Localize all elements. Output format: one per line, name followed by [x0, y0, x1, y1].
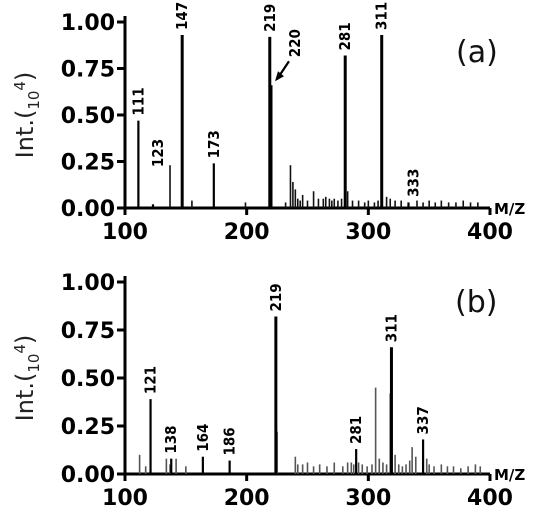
y-tick-label: 0.75: [61, 319, 115, 344]
peak-label-311: 311: [382, 314, 400, 342]
peak-label-186: 186: [221, 427, 239, 455]
y-tick-label: 0.75: [61, 58, 115, 83]
y-tick-label: 1.00: [61, 11, 115, 36]
y-tick-label: 1.00: [61, 271, 115, 296]
x-tick-label: 300: [345, 220, 391, 245]
annotation-arrowhead: [275, 71, 284, 82]
panel-label: (a): [456, 35, 498, 70]
peak-label-173: 173: [205, 130, 223, 158]
y-axis-label: Int.(104): [11, 335, 43, 422]
peak-label-164: 164: [194, 424, 212, 452]
peak-label-281: 281: [347, 416, 365, 444]
peak-label-333: 333: [404, 169, 422, 197]
y-tick-label: 0.25: [61, 415, 115, 440]
peak-label-111: 111: [129, 87, 147, 115]
y-tick-label: 0.50: [61, 104, 115, 129]
peak-label-219: 219: [261, 4, 279, 32]
y-tick-label: 0.00: [61, 197, 115, 222]
x-tick-label: 100: [102, 220, 148, 245]
peak-label-121: 121: [142, 366, 160, 394]
x-tick-label: 200: [224, 220, 270, 245]
panel-label: (b): [455, 285, 497, 320]
x-tick-label: 100: [102, 486, 148, 511]
peak-label-337: 337: [414, 406, 432, 434]
x-tick-label: 400: [467, 486, 513, 511]
peak-label-311: 311: [373, 2, 391, 30]
peak-label-123: 123: [149, 139, 167, 167]
y-tick-label: 0.25: [61, 151, 115, 176]
x-tick-label: 200: [224, 486, 270, 511]
x-axis-label: M/Z: [494, 466, 525, 484]
peak-label-147: 147: [173, 2, 191, 30]
x-tick-label: 300: [345, 486, 391, 511]
y-tick-label: 0.00: [61, 463, 115, 488]
peak-label-138: 138: [162, 425, 180, 453]
peak-label-219: 219: [267, 283, 285, 311]
x-tick-label: 400: [467, 220, 513, 245]
peak-label-281: 281: [336, 22, 354, 50]
y-tick-label: 0.50: [61, 367, 115, 392]
spectrum-panel-a: 0.00 0.25 0.50 0.75 1.00 100 200 300 400 M/Z Int.(…: [11, 2, 525, 245]
peak-label-220: 220: [286, 29, 304, 57]
y-axis-label: Int.(104): [11, 72, 43, 159]
spectrum-panel-b: 0.00 0.25 0.50 0.75 1.00 100 200 300 400 M/Z Int.(…: [11, 271, 525, 511]
x-axis-label: M/Z: [494, 200, 525, 218]
